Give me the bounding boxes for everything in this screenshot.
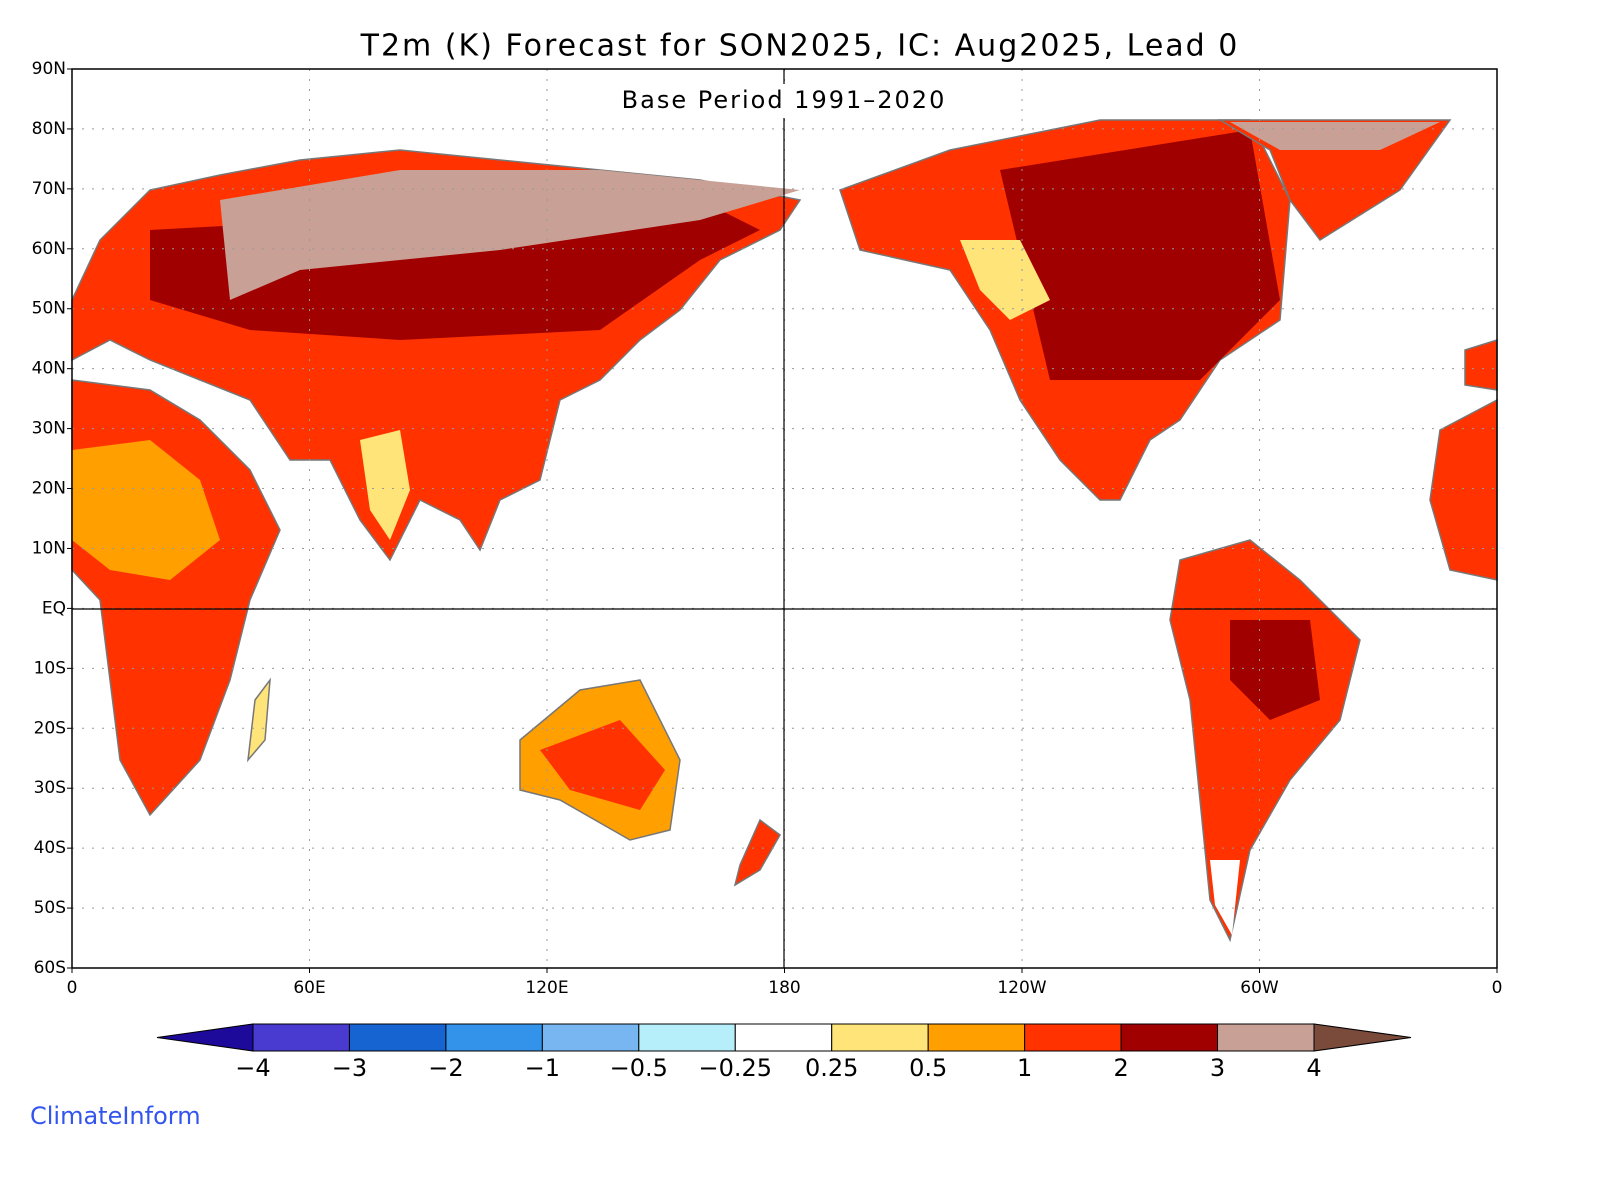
colorbar-arrow-low [156,1023,254,1052]
colorbar-box [1024,1023,1122,1052]
x-tick-label: 60E [293,978,325,998]
x-tick-label: 0 [1492,978,1503,998]
australia-warm [540,720,665,810]
rockies-mild [960,240,1050,320]
x-tick-label: 180 [768,978,800,998]
y-tick-label: 10S [34,658,66,678]
colorbar-box [1120,1023,1219,1052]
colorbar-label: 2 [1113,1054,1128,1082]
colorbar-arrow-high [1313,1023,1412,1052]
y-tick-label: 80N [32,119,66,139]
subtitle-bg [590,84,980,118]
new-zealand [733,818,781,887]
x-tick-label: 120E [525,978,568,998]
colorbar-box [541,1023,640,1052]
colorbar-label: −1 [525,1054,560,1082]
colorbar-box [348,1023,447,1052]
colorbar-label: −0.25 [698,1054,772,1082]
colorbar-label: 0.25 [805,1054,858,1082]
madagascar [246,677,271,763]
colorbar-label: −2 [428,1054,463,1082]
y-tick-label: 60S [34,958,66,978]
y-tick-label: 20S [34,718,66,738]
colorbar-box [638,1023,736,1052]
y-tick-label: 50S [34,898,66,918]
colorbar-label: 3 [1210,1054,1225,1082]
south-america [1169,539,1361,943]
iberia-edge [1464,338,1498,391]
subtitle: Base Period 1991–2020 [622,86,947,114]
north-america-warm [1000,130,1280,380]
amazon-warm [1230,620,1320,720]
colorbar-label: 0.5 [909,1054,947,1082]
y-tick-label: 10N [32,538,66,558]
x-tick-label: 120W [997,978,1046,998]
colorbar-label: −3 [332,1054,367,1082]
patagonia [1210,860,1240,935]
y-tick-label: EQ [42,598,66,618]
colorbar-box [252,1023,350,1052]
colorbar-label: −4 [235,1054,270,1082]
y-tick-label: 50N [32,299,66,319]
land [71,119,1498,943]
africa-mild [72,440,220,580]
colorbar-box [445,1023,543,1052]
colorbar-box [734,1023,833,1052]
colorbar-label: 4 [1306,1054,1321,1082]
colorbar-box [927,1023,1026,1052]
x-tick-label: 60W [1240,978,1279,998]
y-tick-label: 60N [32,239,66,259]
x-tick-label: 0 [67,978,78,998]
y-tick-label: 30N [32,419,66,439]
siberia-warmest [220,170,800,300]
colorbar-box [831,1023,929,1052]
west-africa-edge [1429,398,1498,581]
colorbar-label: 1 [1017,1054,1032,1082]
colorbar: −4 −3 −2 −1 −0.5 −0.25 0.25 0.5 1 2 3 4 [156,1023,1412,1082]
credit: ClimateInform [30,1102,201,1130]
y-tick-label: 40S [34,838,66,858]
y-tick-label: 40N [32,359,66,379]
y-tick-label: 70N [32,179,66,199]
title: T2m (K) Forecast for SON2025, IC: Aug202… [360,29,1240,64]
y-tick-label: 90N [32,59,66,79]
india-mild [360,430,410,540]
y-tick-label: 20N [32,479,66,499]
greenland [1217,119,1452,242]
colorbar-box [1217,1023,1315,1052]
colorbar-label: −0.5 [610,1054,668,1082]
y-tick-label: 30S [34,778,66,798]
